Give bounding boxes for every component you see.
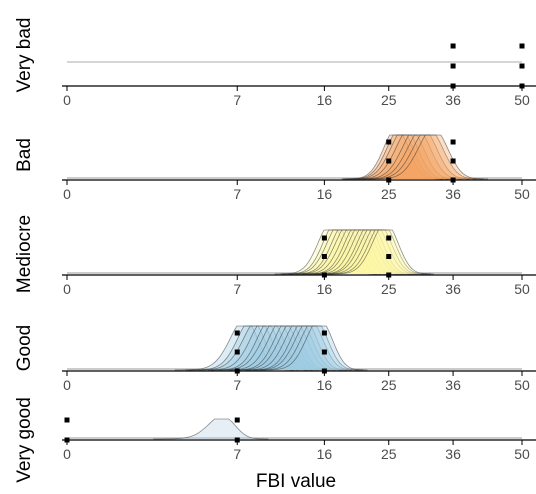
x-tick-label: 36 — [445, 446, 461, 462]
threshold-marker — [450, 139, 456, 145]
density-curve — [368, 134, 488, 180]
panel-very-bad: Very bad 0 7 16 25 36 50 — [14, 18, 536, 108]
x-tick-label: 16 — [317, 377, 333, 393]
x-tick-label: 36 — [445, 281, 461, 297]
threshold-marker — [234, 349, 240, 355]
threshold-marker — [386, 177, 392, 183]
threshold-marker — [450, 43, 456, 49]
x-tick-label: 0 — [63, 92, 71, 108]
x-tick-label: 36 — [445, 92, 461, 108]
x-tick-label: 25 — [381, 186, 397, 202]
x-tick-label: 0 — [63, 281, 71, 297]
panel-mediocre: Mediocre 0 7 16 25 36 50 — [14, 215, 536, 297]
x-tick-label: 16 — [317, 92, 333, 108]
x-tick-label: 7 — [233, 92, 241, 108]
panel-very-good: Very good 0 7 16 25 36 50 — [14, 397, 536, 483]
threshold-marker — [321, 254, 327, 259]
x-tick-label: 7 — [233, 446, 241, 462]
x-tick-label: 25 — [381, 92, 397, 108]
threshold-marker — [519, 63, 525, 69]
density-curve — [328, 229, 434, 275]
threshold-marker — [321, 349, 327, 355]
x-tick-label: 36 — [445, 186, 461, 202]
x-tick-label: 25 — [381, 281, 397, 297]
threshold-marker — [450, 177, 456, 183]
x-tick-label: 36 — [445, 377, 461, 393]
threshold-marker — [234, 330, 240, 336]
threshold-marker — [519, 43, 525, 49]
x-tick-label: 7 — [233, 377, 241, 393]
panel-good: Good 0 7 16 25 36 50 — [14, 325, 536, 393]
x-tick-label: 25 — [381, 377, 397, 393]
chart-panels: Very bad 0 7 16 25 36 50 Bad 0 7 16 25 36 50 Mediocre 0… — [14, 18, 536, 483]
x-tick-label: 16 — [317, 446, 333, 462]
threshold-marker — [386, 272, 392, 278]
x-tick-label: 0 — [63, 186, 71, 202]
row-label: Very bad — [14, 18, 35, 93]
x-tick-label: 7 — [233, 186, 241, 202]
threshold-marker — [386, 158, 392, 164]
threshold-marker — [234, 417, 240, 423]
x-tick-label: 50 — [514, 377, 530, 393]
x-tick-label: 50 — [514, 446, 530, 462]
threshold-marker — [321, 368, 327, 374]
x-tick-label: 50 — [514, 186, 530, 202]
x-tick-label: 16 — [317, 186, 333, 202]
threshold-marker — [321, 272, 327, 278]
threshold-marker — [519, 83, 525, 89]
threshold-marker — [321, 235, 327, 241]
threshold-marker — [234, 437, 240, 443]
x-tick-label: 50 — [514, 281, 530, 297]
threshold-marker — [234, 368, 240, 374]
x-tick-label: 50 — [514, 92, 530, 108]
x-tick-label: 7 — [233, 281, 241, 297]
x-tick-label: 25 — [381, 446, 397, 462]
threshold-marker — [450, 83, 456, 89]
threshold-marker — [386, 139, 392, 145]
row-label: Bad — [14, 138, 35, 172]
threshold-marker — [386, 235, 392, 241]
x-axis-title: FBI value — [256, 471, 336, 492]
threshold-marker — [386, 254, 392, 259]
threshold-marker — [64, 437, 70, 443]
threshold-marker — [64, 417, 70, 423]
x-tick-label: 0 — [63, 446, 71, 462]
x-tick-label: 0 — [63, 377, 71, 393]
x-tick-label: 16 — [317, 281, 333, 297]
density-curve — [153, 418, 269, 440]
threshold-marker — [450, 158, 456, 164]
density-curve — [260, 325, 368, 371]
threshold-marker — [321, 330, 327, 336]
panel-bad: Bad 0 7 16 25 36 50 — [14, 134, 536, 202]
row-label: Mediocre — [14, 215, 35, 293]
row-label: Good — [14, 325, 35, 371]
row-label: Very good — [14, 397, 35, 483]
threshold-marker — [450, 63, 456, 69]
